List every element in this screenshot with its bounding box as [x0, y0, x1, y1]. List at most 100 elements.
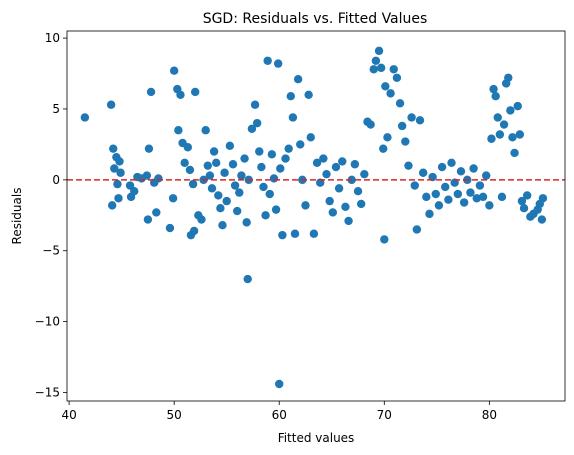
scatter-point-93 [328, 208, 338, 217]
scatter-point-110 [379, 144, 388, 153]
scatter-point-51 [228, 160, 238, 169]
scatter-point-56 [240, 154, 249, 163]
scatter-point-17 [146, 87, 156, 97]
x-tick-label-2: 60 [272, 408, 287, 422]
scatter-point-111 [381, 82, 390, 91]
scatter-point-54 [235, 188, 244, 197]
scatter-point-24 [169, 66, 179, 75]
scatter-point-156 [506, 106, 515, 115]
scatter-point-68 [265, 189, 274, 199]
x-tick-label-3: 70 [377, 408, 392, 422]
x-axis: 40 50 60 70 80 [61, 401, 497, 422]
x-axis-title: Fitted values [278, 431, 355, 445]
scatter-point-115 [389, 65, 398, 74]
scatter-point-96 [338, 157, 347, 166]
scatter-point-63 [255, 147, 264, 156]
scatter-point-23 [168, 194, 178, 203]
scatter-point-39 [201, 126, 210, 135]
plot-area [66, 30, 566, 402]
scatter-point-155 [504, 73, 513, 82]
scatter-point-125 [418, 168, 428, 177]
scatter-point-57 [242, 218, 251, 227]
scatter-point-113 [380, 235, 389, 244]
scatter-point-102 [356, 199, 366, 209]
scatter-point-119 [401, 137, 410, 146]
scatter-point-157 [508, 133, 517, 142]
scatter-point-77 [284, 144, 293, 153]
scatter-point-114 [386, 89, 395, 98]
scatter-point-70 [269, 174, 279, 183]
scatter-point-112 [383, 133, 392, 142]
scatter-point-150 [493, 113, 502, 122]
scatter-point-101 [353, 186, 363, 196]
scatter-point-121 [407, 113, 416, 122]
scatter-point-90 [319, 154, 328, 163]
scatter-point-52 [230, 181, 240, 190]
scatter-point-60 [247, 124, 257, 134]
x-tick-label-1: 50 [167, 408, 182, 422]
scatter-point-120 [404, 161, 413, 170]
scatter-point-152 [497, 192, 507, 202]
scatter-point-8 [107, 201, 117, 210]
scatter-point-142 [472, 194, 481, 203]
scatter-point-64 [257, 162, 266, 172]
scatter-point-62 [252, 118, 262, 128]
scatter-point-98 [344, 216, 353, 226]
scatter-point-16 [144, 144, 154, 153]
plot-frame [66, 30, 566, 402]
scatter-point-106 [369, 65, 378, 74]
scatter-point-87 [309, 229, 319, 238]
y-axis: −15 −10 −5 0 5 10 [35, 31, 67, 399]
scatter-point-162 [519, 204, 529, 213]
scatter-point-53 [233, 206, 242, 216]
scatter-point-13 [126, 192, 136, 202]
scatter-point-127 [425, 209, 434, 219]
y-tick-label-4: 5 [52, 102, 60, 116]
scatter-point-117 [395, 99, 405, 108]
scatter-point-144 [478, 192, 488, 202]
scatter-point-26 [176, 90, 185, 99]
scatter-point-146 [485, 201, 494, 210]
scatter-point-1 [106, 100, 116, 109]
scatter-point-73 [276, 164, 285, 173]
scatter-point-7 [113, 179, 122, 189]
scatter-point-143 [475, 181, 485, 190]
scatter-point-33 [190, 87, 200, 97]
scatter-point-138 [459, 198, 469, 207]
scatter-point-20 [154, 174, 163, 183]
scatter-point-116 [392, 73, 402, 82]
y-tick-label-0: −15 [35, 385, 60, 399]
scatter-point-81 [293, 75, 303, 84]
scatter-point-108 [374, 46, 384, 56]
scatter-point-105 [366, 120, 375, 129]
y-tick-label-3: 0 [52, 173, 60, 187]
scatter-point-129 [431, 189, 440, 199]
scatter-point-5 [110, 164, 119, 173]
scatter-point-46 [216, 204, 225, 213]
scatter-point-67 [263, 56, 272, 65]
scatter-point-65 [259, 182, 268, 192]
scatter-point-141 [469, 164, 478, 173]
scatter-point-80 [290, 229, 300, 238]
scatter-point-161 [517, 196, 527, 206]
scatter-point-97 [341, 202, 350, 211]
scatter-point-86 [306, 133, 315, 142]
scatter-point-134 [447, 158, 456, 168]
scatter-point-94 [331, 162, 341, 172]
scatter-point-163 [522, 191, 532, 200]
scatter-point-41 [205, 171, 215, 180]
y-axis-title: Residuals [10, 188, 24, 245]
scatter-point-149 [491, 92, 500, 101]
scatter-point-88 [312, 158, 322, 168]
scatter-point-140 [466, 188, 475, 197]
scatter-point-91 [322, 169, 331, 179]
scatter-point-158 [510, 148, 519, 158]
scatter-point-95 [334, 184, 344, 193]
scatter-point-32 [188, 179, 198, 189]
scatter-point-84 [301, 201, 310, 210]
y-tick-label-5: 10 [45, 31, 60, 45]
scatter-point-9 [114, 194, 123, 203]
scatter-point-45 [214, 191, 223, 200]
scatter-point-126 [422, 192, 431, 202]
x-tick-label-0: 40 [61, 408, 76, 422]
